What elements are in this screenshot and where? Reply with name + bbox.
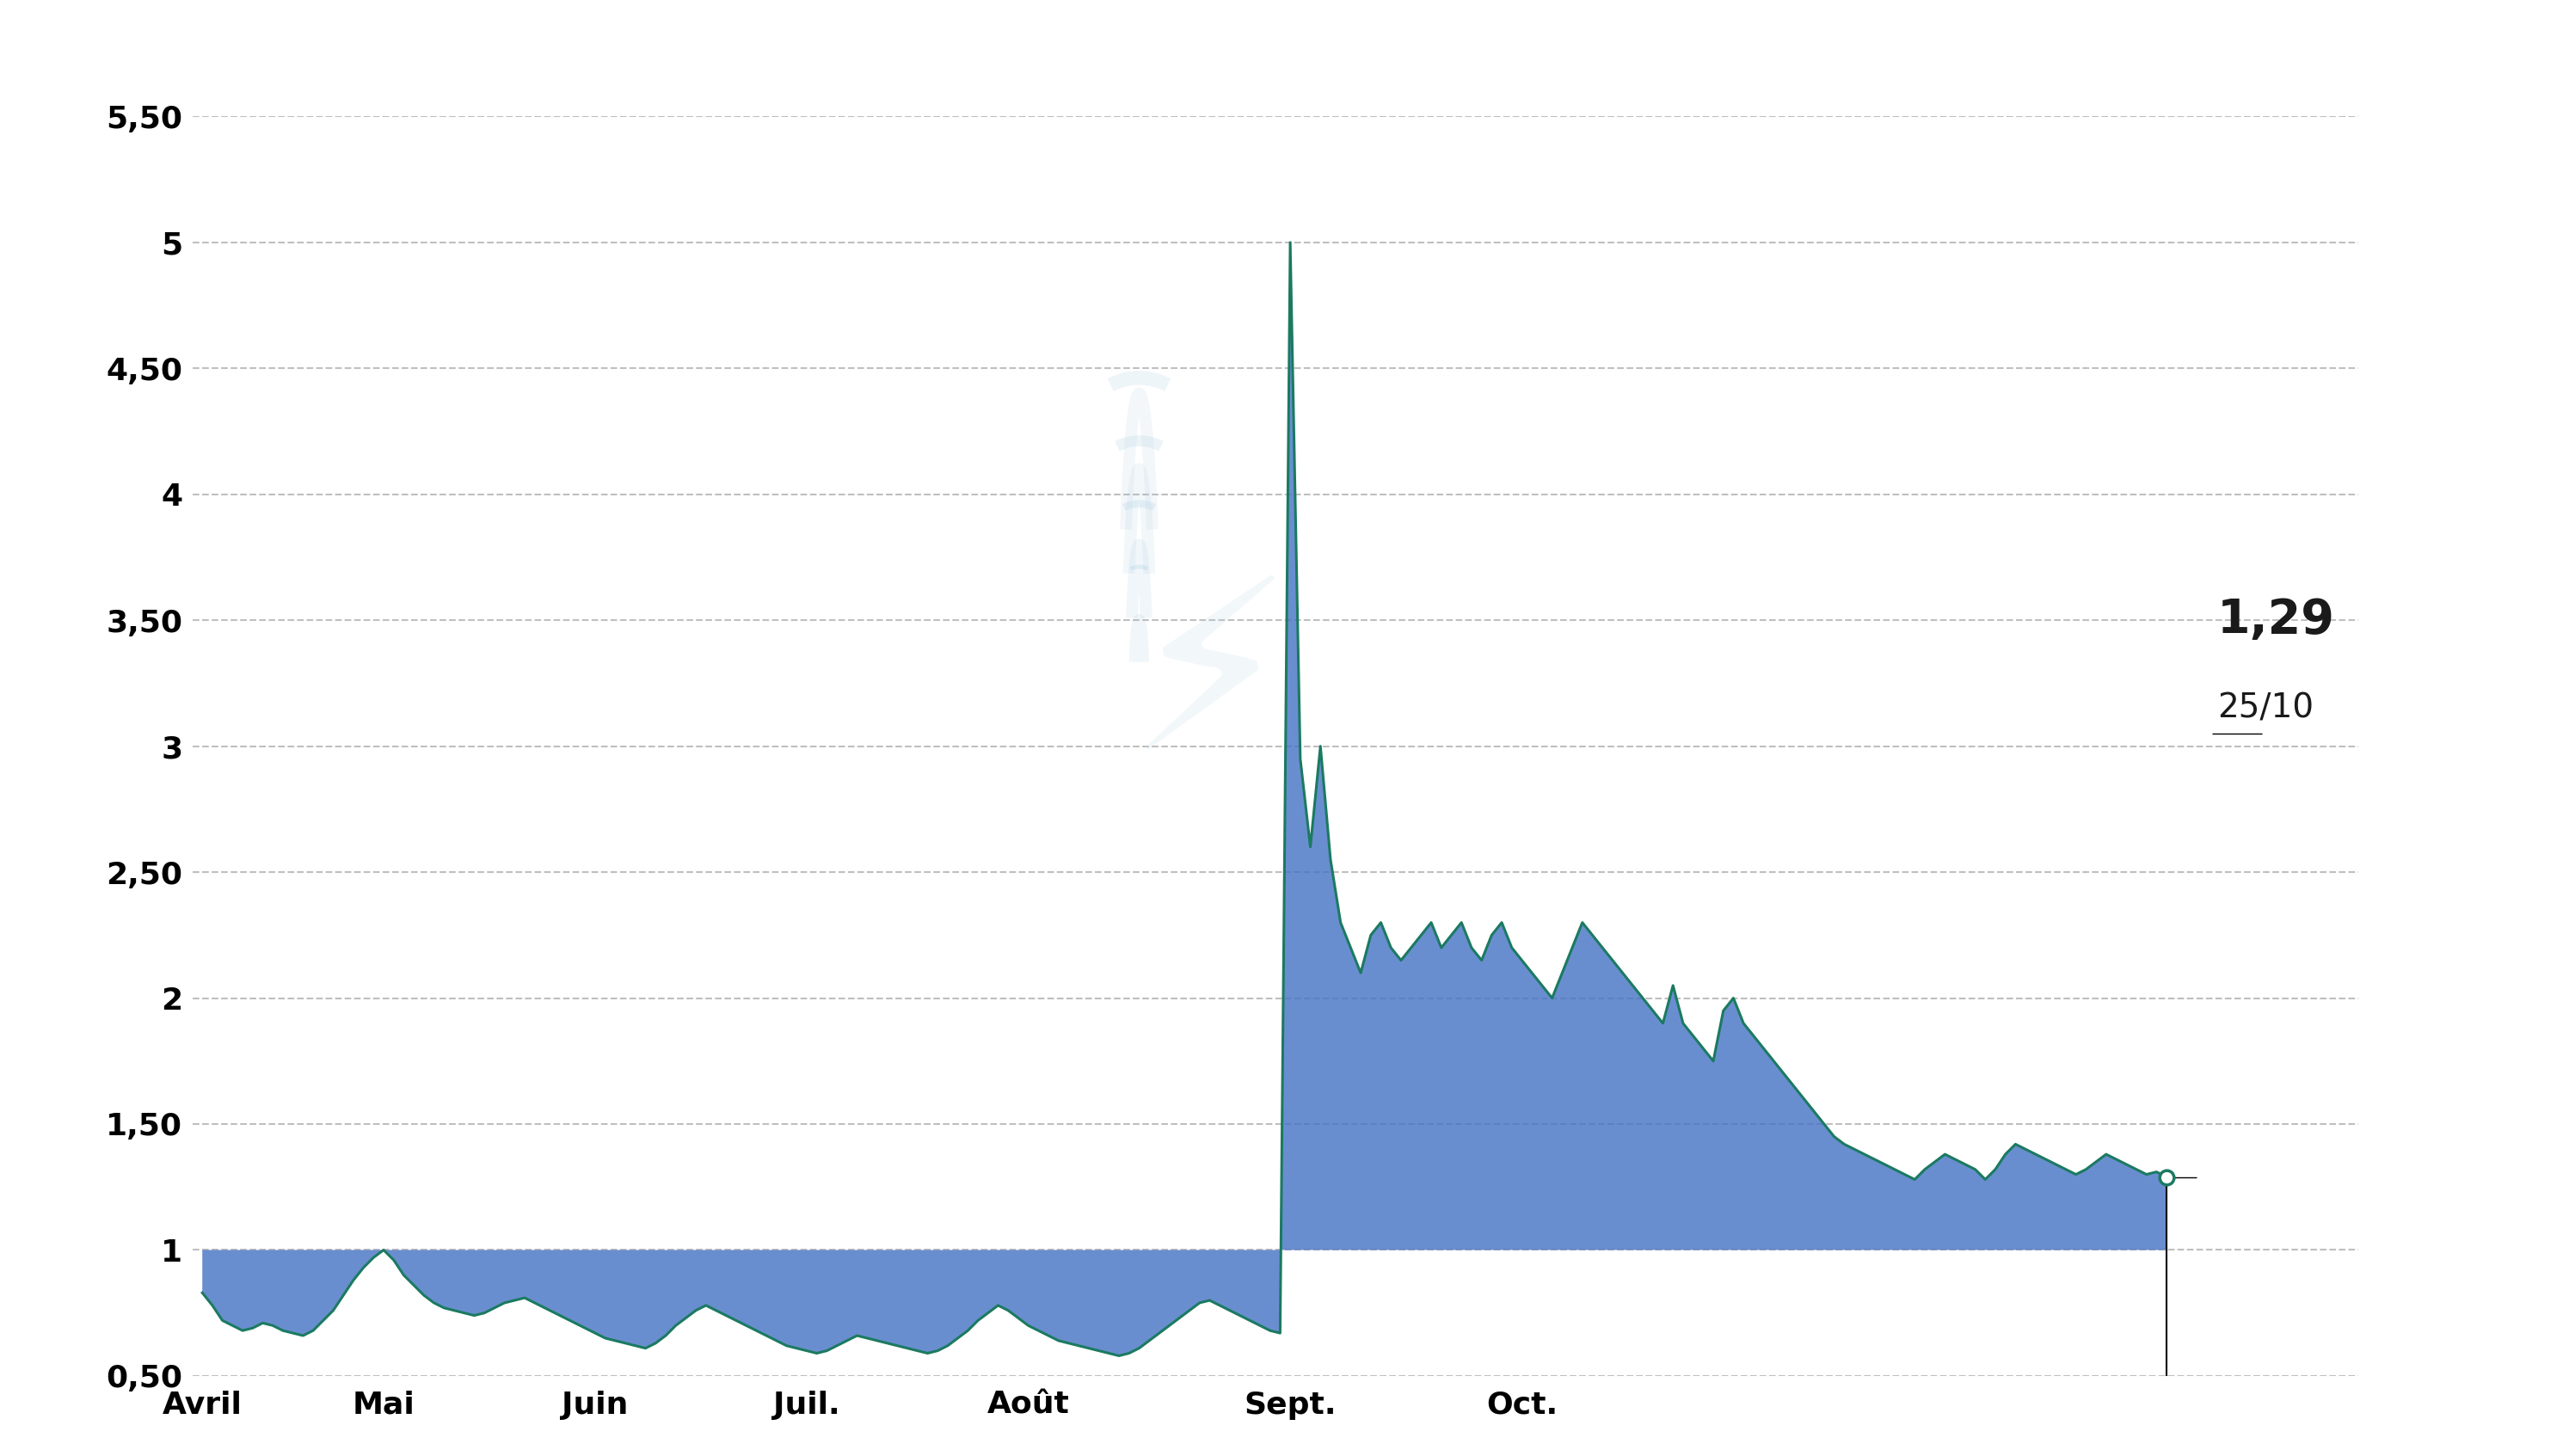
Text: ⚡: ⚡ — [1125, 568, 1294, 799]
Text: 25/10: 25/10 — [2217, 692, 2314, 725]
Text: MIRA Pharmaceuticals, Inc.: MIRA Pharmaceuticals, Inc. — [802, 32, 1761, 92]
Text: 1,29: 1,29 — [2217, 597, 2335, 644]
